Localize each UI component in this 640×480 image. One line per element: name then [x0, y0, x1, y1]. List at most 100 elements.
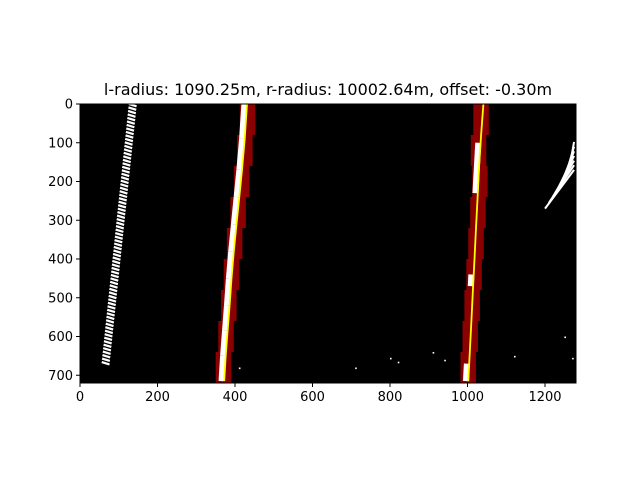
left-edge-pixels [123, 148, 133, 153]
right-lane-fit [467, 103, 485, 382]
left-edge-pixels [106, 315, 115, 321]
left-edge-pixels [102, 354, 111, 359]
y-tick-label: 500 [48, 291, 73, 306]
left-edge-pixels [109, 287, 118, 293]
left-edge-pixels [122, 162, 131, 167]
left-edge-pixels [118, 197, 128, 202]
left-edge-pixels [125, 134, 134, 139]
left-edge-pixels [116, 214, 126, 219]
left-lane-pixels [222, 305, 229, 331]
left-edge-pixels [120, 183, 129, 188]
left-edge-pixels [107, 301, 117, 307]
x-axis: 0 200 400 600 800 1000 1200 [76, 383, 562, 405]
left-edge-pixels [111, 263, 121, 268]
right-lane-pixels [472, 142, 482, 194]
left-edge-pixels [107, 305, 116, 310]
left-edge-pixels [124, 141, 133, 146]
y-tick-label: 700 [48, 369, 73, 384]
left-edge-pixels [124, 144, 133, 150]
noise-pixel [432, 352, 435, 354]
left-edge-pixels [119, 186, 129, 192]
left-edge-pixels [104, 333, 113, 338]
left-edge-pixels [105, 326, 114, 331]
noise-pixel [514, 355, 516, 358]
left-edge-pixels [112, 259, 121, 265]
plot-frame [79, 103, 577, 384]
plot-background [80, 104, 576, 383]
left-edge-pixels [120, 179, 129, 185]
noise-pixel [397, 361, 400, 364]
left-edge-pixels [103, 343, 112, 349]
left-edge-pixels [110, 277, 119, 282]
left-edge-pixels [108, 294, 117, 300]
x-tick-label: 1200 [528, 390, 561, 405]
left-edge-pixels [109, 284, 118, 289]
left-edge-pixels [112, 252, 122, 258]
left-edge-pixels [127, 113, 136, 118]
left-edge-pixels [121, 169, 130, 174]
left-edge-pixels [116, 218, 125, 223]
noise-pixel [355, 367, 357, 370]
left-edge-pixels [104, 329, 114, 335]
left-edge-pixels [111, 266, 120, 272]
sliding-window [470, 197, 486, 228]
left-edge-pixels [114, 235, 123, 240]
noise-pixel [572, 357, 574, 360]
left-edge-pixels [122, 158, 132, 164]
x-tick-label: 0 [76, 390, 84, 405]
left-lane-pixels [236, 138, 245, 171]
x-tick-label: 1000 [451, 390, 484, 405]
left-edge-pixels [120, 176, 130, 181]
left-edge-pixels [127, 109, 137, 115]
sliding-window [473, 104, 489, 135]
left-edge-pixels [110, 273, 119, 279]
left-edge-pixels [123, 151, 132, 157]
y-tick-label: 100 [48, 136, 73, 151]
left-lane-pixels [228, 223, 236, 252]
left-edge-pixels [115, 225, 125, 230]
left-edge-pixels [126, 123, 135, 129]
left-edge-pixels [121, 165, 131, 171]
left-edge-pixels [117, 211, 126, 216]
y-tick-label: 400 [48, 253, 73, 268]
left-lane-pixels [225, 251, 234, 279]
x-tick-label: 600 [300, 390, 325, 405]
left-edge-pixels [105, 322, 114, 328]
right-edge-pixels [567, 141, 576, 174]
left-edge-pixels [124, 137, 134, 143]
left-edge-pixels [128, 106, 137, 111]
left-edge-pixels [102, 350, 111, 355]
left-edge-pixels [118, 193, 128, 199]
left-edge-pixels [109, 280, 119, 286]
left-edge-pixels [127, 116, 136, 122]
left-lane-pixels [218, 355, 226, 382]
left-edge-pixels [121, 172, 130, 178]
left-edge-pixels [118, 200, 127, 206]
y-tick-label: 0 [65, 98, 73, 113]
left-edge-pixels [106, 308, 116, 314]
left-edge-pixels [113, 245, 122, 251]
x-tick-label: 800 [378, 390, 403, 405]
left-edge-pixels [103, 340, 112, 345]
y-tick-label: 300 [48, 214, 73, 229]
left-edge-pixels [117, 207, 126, 213]
left-edge-pixels [101, 357, 111, 362]
left-lane-fit [223, 103, 248, 382]
noise-pixel [444, 359, 446, 362]
left-edge-pixels [114, 238, 123, 244]
left-edge-pixels [102, 347, 112, 352]
left-edge-pixels [108, 298, 117, 303]
left-edge-pixels [113, 249, 122, 254]
chart-title: l-radius: 1090.25m, r-radius: 10002.64m,… [104, 80, 552, 99]
left-edge-pixels [126, 120, 136, 125]
left-edge-pixels [113, 242, 123, 247]
lane-fit-lines [223, 103, 485, 382]
left-edge-pixels [114, 231, 124, 237]
left-lane-pixels [220, 330, 228, 357]
left-lane-pixels [239, 103, 247, 140]
left-edge-pixels [119, 190, 128, 195]
left-lane-pixels [230, 196, 239, 225]
noise-pixel [238, 367, 241, 370]
left-edge-pixels [108, 291, 118, 296]
